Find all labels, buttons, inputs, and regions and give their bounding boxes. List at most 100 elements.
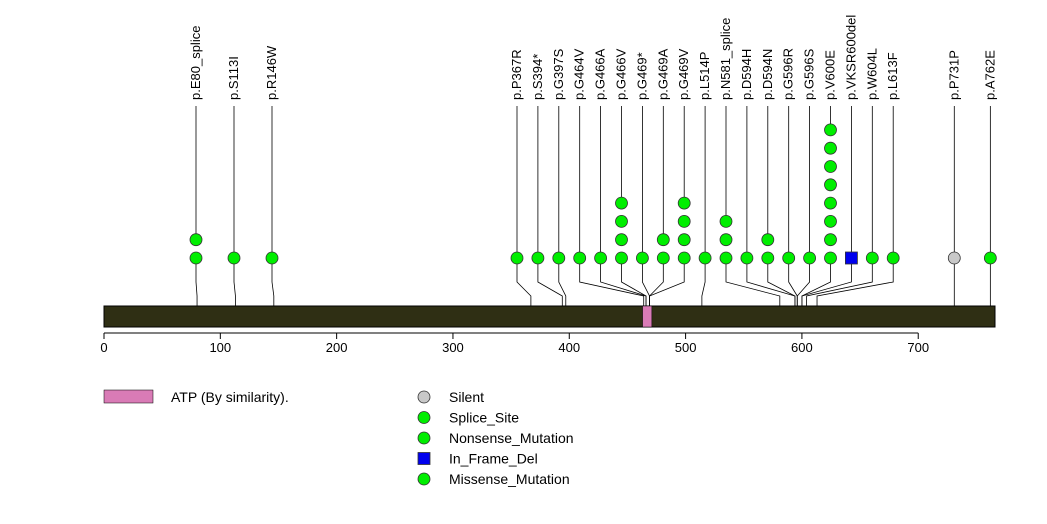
x-tick-label: 700 xyxy=(907,340,929,355)
mutation-marker xyxy=(761,233,775,247)
mutation-marker xyxy=(824,141,837,155)
mutation-marker xyxy=(189,233,203,247)
mutation-marker xyxy=(265,251,279,265)
mutation-marker xyxy=(719,233,733,247)
legend-marker xyxy=(417,472,431,486)
mutation-marker xyxy=(824,160,837,173)
mutation-marker xyxy=(824,178,837,192)
mutation-marker xyxy=(824,251,837,265)
stem-connector xyxy=(725,258,781,306)
mutation-marker xyxy=(615,196,628,210)
mutation-marker xyxy=(677,251,691,265)
mutation-label: p.G466A xyxy=(593,48,608,100)
stem-connector xyxy=(195,258,198,306)
mutation-marker xyxy=(740,251,754,265)
mutation-marker xyxy=(677,233,691,247)
mutation-marker xyxy=(189,251,203,265)
stem-connector xyxy=(600,258,647,306)
mutation-marker xyxy=(983,251,997,265)
x-tick-label: 200 xyxy=(326,340,348,355)
x-tick-label: 600 xyxy=(791,340,813,355)
mutation-label: p.G469* xyxy=(634,52,649,100)
domain-legend-swatch xyxy=(103,389,154,404)
mutation-label: p.VKSR600del xyxy=(843,15,858,100)
mutation-marker xyxy=(636,251,649,265)
legend-label: In_Frame_Del xyxy=(449,451,538,467)
stem-connector xyxy=(537,258,563,306)
mutation-marker xyxy=(698,251,712,265)
mutation-marker xyxy=(886,251,900,265)
mutation-marker xyxy=(615,251,628,265)
stem-connector xyxy=(233,258,236,306)
legend-label: Missense_Mutation xyxy=(449,471,570,487)
stem-connector xyxy=(516,258,532,306)
mutation-label: p.P731P xyxy=(946,50,961,100)
mutation-label: p.P367R xyxy=(509,49,524,100)
stem-connector xyxy=(788,258,798,306)
mutation-marker xyxy=(719,214,733,228)
mutation-label: p.D594H xyxy=(739,49,754,100)
legend-label: Nonsense_Mutation xyxy=(449,430,574,446)
mutation-label: p.A762E xyxy=(982,50,997,100)
x-tick-label: 400 xyxy=(558,340,580,355)
mutation-marker xyxy=(531,251,545,265)
mutation-label: p.G469V xyxy=(676,48,691,100)
stem-connector xyxy=(558,258,567,306)
domain-0 xyxy=(642,305,653,328)
stem-connector xyxy=(767,258,796,306)
mutation-marker xyxy=(552,251,566,265)
mutation-label: p.E80_splice xyxy=(188,26,203,100)
mutation-marker xyxy=(761,251,775,265)
mutation-marker xyxy=(656,233,670,247)
mutation-label: p.G469A xyxy=(655,48,670,100)
legend-label: Silent xyxy=(449,389,484,405)
legend-label: Splice_Site xyxy=(449,410,519,426)
x-tick-label: 100 xyxy=(209,340,231,355)
mutation-marker xyxy=(615,214,628,228)
legend-marker xyxy=(417,431,431,445)
domain-legend-label: ATP (By similarity). xyxy=(171,389,289,405)
mutation-label: p.R146W xyxy=(264,45,279,100)
stem-connector xyxy=(649,258,664,306)
mutation-label: p.S113I xyxy=(226,56,241,100)
x-tick-label: 500 xyxy=(675,340,697,355)
stem-connector xyxy=(796,258,810,306)
mutation-label: p.N581_splice xyxy=(718,18,733,100)
stem-connector xyxy=(806,258,873,306)
mutation-label: p.V600E xyxy=(823,50,838,100)
mutation-marker xyxy=(227,251,241,265)
mutation-marker xyxy=(824,123,837,137)
mutation-marker xyxy=(677,214,691,228)
stem-connector xyxy=(801,258,852,306)
stem-connector xyxy=(701,258,706,306)
mutation-marker xyxy=(824,214,837,228)
mutation-marker xyxy=(573,251,587,265)
mutation-marker xyxy=(615,233,628,247)
mutation-marker xyxy=(803,251,816,265)
stem-connector xyxy=(746,258,796,306)
mutation-marker xyxy=(719,251,733,265)
mutation-marker xyxy=(656,251,670,265)
mutation-marker xyxy=(782,251,796,265)
stem-connector xyxy=(649,258,685,306)
mutation-marker xyxy=(865,251,879,265)
mutation-marker xyxy=(677,196,691,210)
mutation-label: p.D594N xyxy=(760,49,775,100)
mutation-marker xyxy=(824,196,837,210)
legend-marker xyxy=(417,452,431,465)
x-tick-label: 300 xyxy=(442,340,464,355)
x-tick-label: 0 xyxy=(100,340,107,355)
protein-backbone xyxy=(103,305,996,328)
mutation-marker xyxy=(845,251,858,265)
mutation-label: p.W604L xyxy=(864,48,879,100)
mutation-marker xyxy=(947,251,961,265)
stem-connector xyxy=(816,258,894,306)
mutation-marker xyxy=(594,251,607,265)
mutation-marker xyxy=(510,251,524,265)
mutation-label: p.L514P xyxy=(697,52,712,100)
legend-marker xyxy=(417,411,431,424)
mutation-label: p.G596S xyxy=(802,48,817,100)
stem-connector xyxy=(579,258,645,306)
mutation-label: p.S394* xyxy=(530,54,545,100)
